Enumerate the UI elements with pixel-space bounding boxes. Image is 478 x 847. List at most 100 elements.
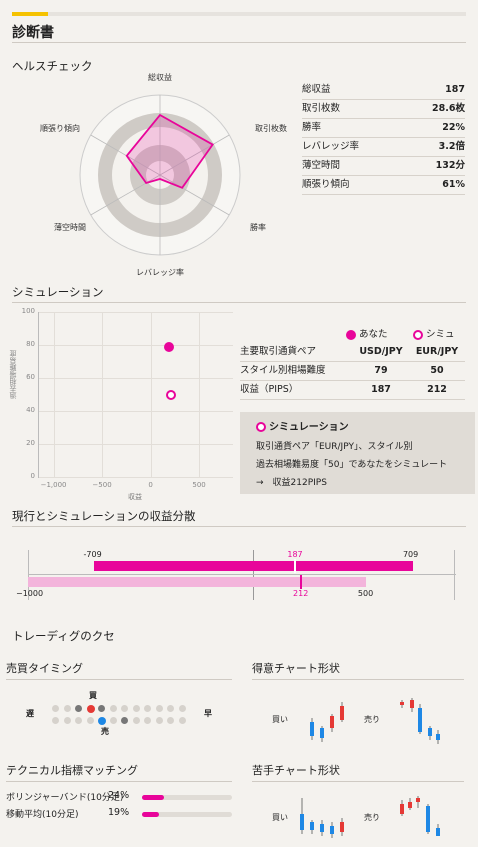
candle-body <box>436 828 440 836</box>
candle-body <box>400 702 404 705</box>
health-heading: ヘルスチェック <box>12 59 93 73</box>
stat-row: レバレッジ率 3.2倍 <box>302 138 465 157</box>
candle-body <box>428 728 432 736</box>
timing-dot <box>63 717 71 724</box>
health-stats-table: 総収益 187 取引枚数 28.6枚 勝率 22% レバレッジ率 3.2倍 薄空時間 132分 順張… <box>302 81 465 195</box>
timing-heading: 売買タイミング <box>6 662 83 675</box>
timing-dot <box>109 717 117 724</box>
scatter-y-tick: 60 <box>26 373 35 381</box>
bad-buy-label: 買い <box>272 813 288 822</box>
dist-you-bar <box>93 561 413 571</box>
timing-sell-label: 売 <box>101 727 109 736</box>
legend-you: あなた <box>346 326 388 340</box>
habits-heading: トレーディグのクセ <box>12 629 115 643</box>
good-buy-label: 買い <box>272 715 288 724</box>
timing-dot <box>144 705 151 712</box>
stat-row: 順張り傾向 61% <box>302 176 465 195</box>
scatter-x-tick: 500 <box>192 481 206 489</box>
scatter-gridline <box>39 411 233 412</box>
scatter-gridline <box>39 444 233 445</box>
timing-dot <box>121 705 128 712</box>
stat-value: 187 <box>445 84 465 95</box>
page-title: 診断書 <box>12 25 54 41</box>
scatter-point-sim <box>166 389 177 400</box>
sim-row-you: 79 <box>374 365 388 376</box>
timing-dot <box>132 705 140 712</box>
dist-axis-left <box>28 550 29 600</box>
scatter-v-gridline <box>53 312 55 477</box>
technical-list: ボリンジャーバンド(10分足) 24% 移動平均(10分足) 19% <box>0 790 240 840</box>
dist-sim-bar <box>28 577 366 587</box>
simulation-box-line: 取引通貨ペア「EUR/JPY」、スタイル別 <box>256 442 413 452</box>
dist-you-mean <box>294 559 297 573</box>
radar-axis-label: 取引枚数 <box>255 123 287 133</box>
bad-chart-heading: 苦手チャート形状 <box>252 764 340 777</box>
dist-zero-line <box>253 550 255 600</box>
divider <box>12 42 466 43</box>
candle-body <box>416 798 420 802</box>
dist-sim-mean <box>300 575 303 589</box>
timing-buy-label: 買 <box>89 691 97 700</box>
timing-dot <box>144 717 151 724</box>
candle-body <box>410 700 414 708</box>
timing-dot <box>75 705 82 712</box>
radar-axis-label: レバレッジ率 <box>136 267 184 277</box>
radar-axis-label: 総収益 <box>148 72 172 82</box>
scatter-y-tick: 0 <box>30 472 35 480</box>
candle-body <box>320 728 324 738</box>
distribution-heading: 現行とシミュレーションの収益分散 <box>12 509 196 523</box>
simulation-scatter: 100 80 60 40 20 0 −1,000 −500 0 500 <box>22 307 233 489</box>
stat-value: 28.6枚 <box>432 103 465 114</box>
candle-body <box>400 804 404 814</box>
candle-body <box>300 814 304 830</box>
stat-label: 勝率 <box>302 122 322 133</box>
timing-dot <box>52 705 59 712</box>
technical-label: 移動平均(10分足) <box>6 810 79 820</box>
technical-fill <box>142 812 160 817</box>
technical-fill <box>142 795 164 800</box>
timing-dot <box>98 717 106 725</box>
good-candle-chart <box>310 698 440 744</box>
timing-fast-label: 早 <box>204 709 212 718</box>
top-progress-bar <box>12 12 466 16</box>
dist-sim-max-label: 500 <box>357 589 374 598</box>
candle-body <box>320 824 324 832</box>
dist-you-max-label: 709 <box>402 550 419 559</box>
candle-body <box>310 822 314 830</box>
scatter-v-gridline <box>199 312 201 477</box>
divider <box>252 679 464 680</box>
scatter-y-tick: 80 <box>26 340 35 348</box>
timing-dot <box>86 705 95 713</box>
simulation-box-line: → 収益212PIPS <box>256 478 327 488</box>
scatter-y-label: 過去相場難易度 <box>9 350 17 399</box>
stat-label: レバレッジ率 <box>302 141 360 152</box>
simulation-box-line: 過去相場難易度「50」であなたをシミュレート <box>256 460 448 470</box>
dist-baseline <box>28 574 456 575</box>
technical-pct: 19% <box>108 807 130 818</box>
scatter-x-label: 収益 <box>128 493 142 501</box>
technical-pct: 24% <box>108 790 130 801</box>
dist-you-min-label: -709 <box>83 550 102 559</box>
simulation-box-title: シミュレーション <box>256 418 349 437</box>
divider <box>12 526 466 527</box>
timing-slow-label: 遅 <box>26 709 34 718</box>
stat-value: 3.2倍 <box>438 141 465 152</box>
candle-body <box>310 722 314 736</box>
divider <box>12 302 466 303</box>
distribution-chart: -709 709 187 −1000 500 212 <box>16 545 458 605</box>
timing-dot <box>167 705 174 712</box>
divider <box>252 781 464 782</box>
candle-body <box>426 806 430 832</box>
radar-axis-label: 薄空時間 <box>54 222 86 232</box>
timing-dot <box>178 705 186 712</box>
scatter-x-tick: 0 <box>148 481 153 489</box>
candle-body <box>330 716 334 728</box>
timing-dot <box>121 717 128 724</box>
sim-row-you: USD/JPY <box>359 346 403 357</box>
scatter-gridline <box>39 477 233 478</box>
sim-row-label: スタイル別相場難度 <box>240 365 326 376</box>
sim-row-label: 収益（PIPS） <box>240 384 299 395</box>
sim-row-label: 主要取引通貨ペア <box>240 346 317 357</box>
simulation-table: 主要取引通貨ペア USD/JPY EUR/JPY スタイル別相場難度 79 50 収益（PI… <box>240 343 465 400</box>
good-sell-label: 売り <box>364 715 380 724</box>
